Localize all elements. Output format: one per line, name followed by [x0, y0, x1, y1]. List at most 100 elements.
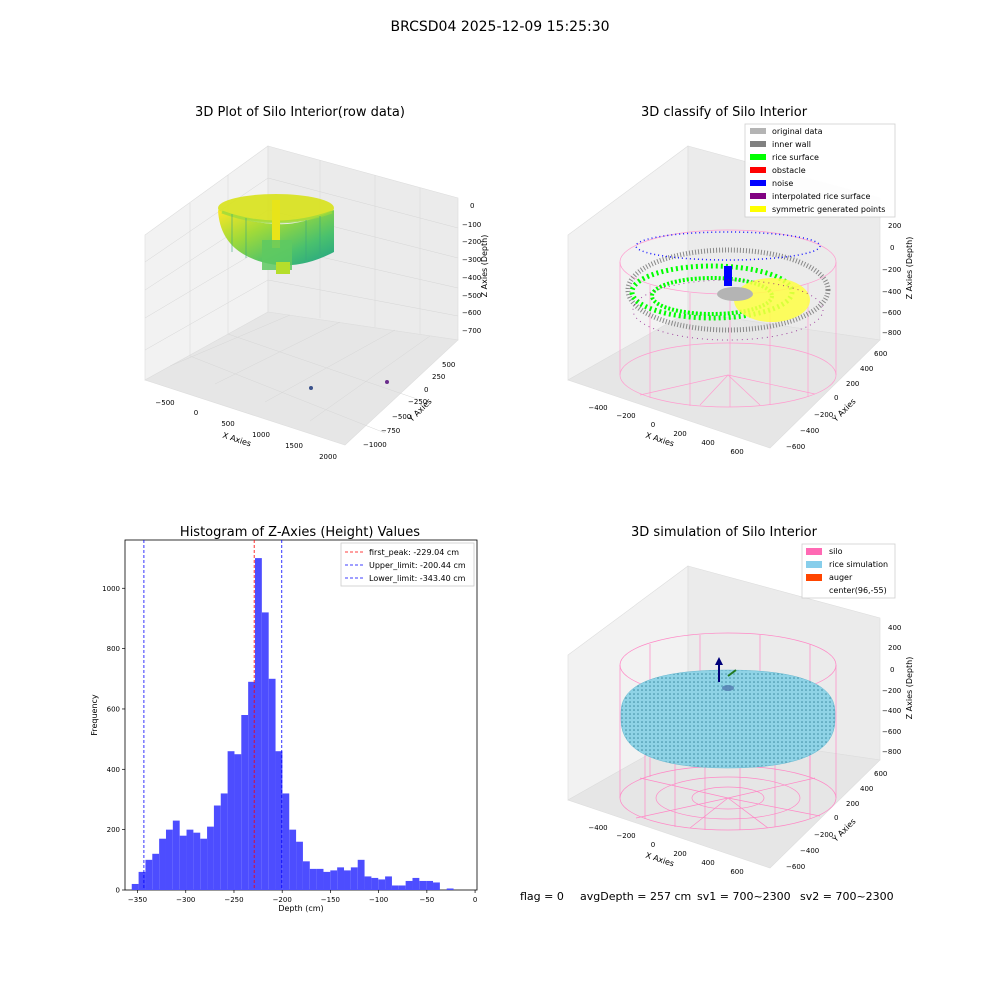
histogram-x-tick-label: −300: [176, 896, 195, 904]
histogram-bar: [179, 835, 187, 890]
raw-z-label: Z Axies (Depth): [480, 235, 489, 298]
classify-noise-cluster: [724, 266, 732, 286]
histogram-reference-lines: [143, 540, 283, 890]
legend-label: symmetric generated points: [772, 205, 885, 214]
sim-legend: silo rice simulation auger center(96,-55…: [801, 543, 896, 599]
histogram-x-tick-label: −50: [419, 896, 434, 904]
svg-text:−700: −700: [462, 327, 481, 335]
legend-label: first_peak: -229.04 cm: [369, 548, 459, 557]
svg-text:−500: −500: [462, 292, 481, 300]
legend-label: silo: [829, 547, 843, 556]
histogram-bar: [371, 877, 379, 890]
histogram-bar: [412, 877, 420, 890]
svg-text:200: 200: [673, 850, 686, 858]
legend-label: rice simulation: [829, 560, 888, 569]
histogram-axes-frame: [124, 539, 478, 891]
svg-text:0: 0: [470, 202, 474, 210]
legend-swatch-inner-wall: [750, 141, 766, 147]
figure-title: BRCSD04 2025-12-09 15:25:30: [390, 19, 609, 35]
classify-interpolated-surface: [632, 279, 824, 341]
raw-plot-title: 3D Plot of Silo Interior(row data): [195, 105, 405, 120]
svg-text:200: 200: [888, 222, 901, 230]
legend-label: Upper_limit: -200.44 cm: [369, 561, 466, 570]
raw-z-ticks: 0 −100 −200 −300 −400 −500 −600 −700: [462, 202, 481, 335]
sim-x-ticks: −400 −200 0 200 400 600: [588, 824, 743, 876]
legend-swatch-original-data: [750, 128, 766, 134]
svg-text:−200: −200: [882, 266, 901, 274]
histogram-bar: [254, 558, 262, 890]
svg-text:400: 400: [860, 785, 873, 793]
histogram-bar: [152, 853, 160, 890]
svg-text:−500: −500: [392, 413, 411, 421]
sim-z-ticks: 400 200 0 −200 −400 −600 −800: [882, 624, 901, 756]
svg-text:−400: −400: [800, 847, 819, 855]
classify-original-data: [717, 287, 753, 301]
svg-text:−200: −200: [616, 412, 635, 420]
footer-flag: flag = 0: [520, 890, 564, 903]
svg-text:−300: −300: [462, 256, 481, 264]
histogram-x-tick-label: 0: [473, 896, 477, 904]
legend-swatch-silo: [806, 548, 822, 555]
legend-label: center(96,-55): [829, 586, 887, 595]
svg-text:−800: −800: [882, 329, 901, 337]
svg-text:0: 0: [651, 841, 655, 849]
legend-label: inner wall: [772, 140, 811, 149]
svg-text:400: 400: [701, 859, 714, 867]
svg-text:−600: −600: [882, 728, 901, 736]
histogram-bar: [165, 829, 173, 890]
svg-text:−750: −750: [381, 427, 400, 435]
svg-text:500: 500: [442, 361, 455, 369]
svg-text:−600: −600: [882, 309, 901, 317]
sim-rice-surface: [620, 669, 836, 769]
histogram-bar: [364, 876, 372, 890]
histogram-bar: [419, 880, 427, 890]
svg-text:−400: −400: [462, 274, 481, 282]
histogram-bar: [391, 885, 399, 890]
raw-y-ticks: −1000 −750 −500 −250 0 250 500: [363, 361, 455, 449]
histogram-title: Histogram of Z-Axies (Height) Values: [180, 525, 420, 540]
svg-text:−250: −250: [408, 398, 427, 406]
histogram-y-tick-label: 200: [107, 826, 120, 834]
legend-swatch-auger: [806, 574, 822, 581]
histogram-bar: [145, 859, 153, 890]
classify-x-label: X Axies: [644, 431, 675, 449]
classify-z-ticks: 200 0 −200 −400 −600 −800: [882, 222, 901, 337]
histogram-bar: [385, 876, 392, 890]
histogram-bar: [302, 861, 310, 890]
legend-swatch-rice-surface: [750, 154, 766, 160]
panel-simulation-3d: 3D simulation of Silo Interior: [567, 525, 914, 876]
histogram-bar: [398, 885, 406, 890]
svg-text:500: 500: [221, 420, 234, 428]
histogram-bar: [227, 751, 235, 890]
classify-floor-pane: [567, 311, 881, 449]
sim-y-ticks: −600 −400 −200 0 200 400 600: [786, 770, 887, 871]
classify-noise-ring: [635, 231, 821, 261]
legend-swatch-rice-simulation: [806, 561, 822, 568]
histogram-bar: [433, 882, 440, 890]
svg-text:−800: −800: [882, 748, 901, 756]
svg-text:−400: −400: [882, 707, 901, 715]
histogram-bar: [159, 838, 166, 890]
svg-text:−400: −400: [800, 427, 819, 435]
histogram-x-label: Depth (cm): [278, 904, 323, 913]
svg-text:−400: −400: [882, 288, 901, 296]
svg-text:−1000: −1000: [363, 441, 387, 449]
classify-z-label: Z Axies (Depth): [905, 237, 914, 300]
histogram-bar: [337, 867, 345, 890]
histogram-bar: [344, 870, 351, 890]
legend-label: obstacle: [772, 166, 806, 175]
svg-text:0: 0: [194, 409, 198, 417]
svg-text:200: 200: [846, 800, 859, 808]
histogram-bar: [138, 871, 146, 890]
histogram-y-tick-label: 0: [116, 887, 120, 895]
raw-x-label: X Axies: [221, 431, 252, 449]
svg-text:200: 200: [888, 644, 901, 652]
histogram-legend: first_peak: -229.04 cm Upper_limit: -200…: [340, 542, 475, 587]
svg-text:−500: −500: [155, 399, 174, 407]
svg-text:400: 400: [701, 439, 714, 447]
legend-label: interpolated rice surface: [772, 192, 870, 201]
histogram-bar: [316, 868, 324, 890]
svg-text:0: 0: [890, 244, 894, 252]
raw-point-cloud: [218, 194, 389, 390]
